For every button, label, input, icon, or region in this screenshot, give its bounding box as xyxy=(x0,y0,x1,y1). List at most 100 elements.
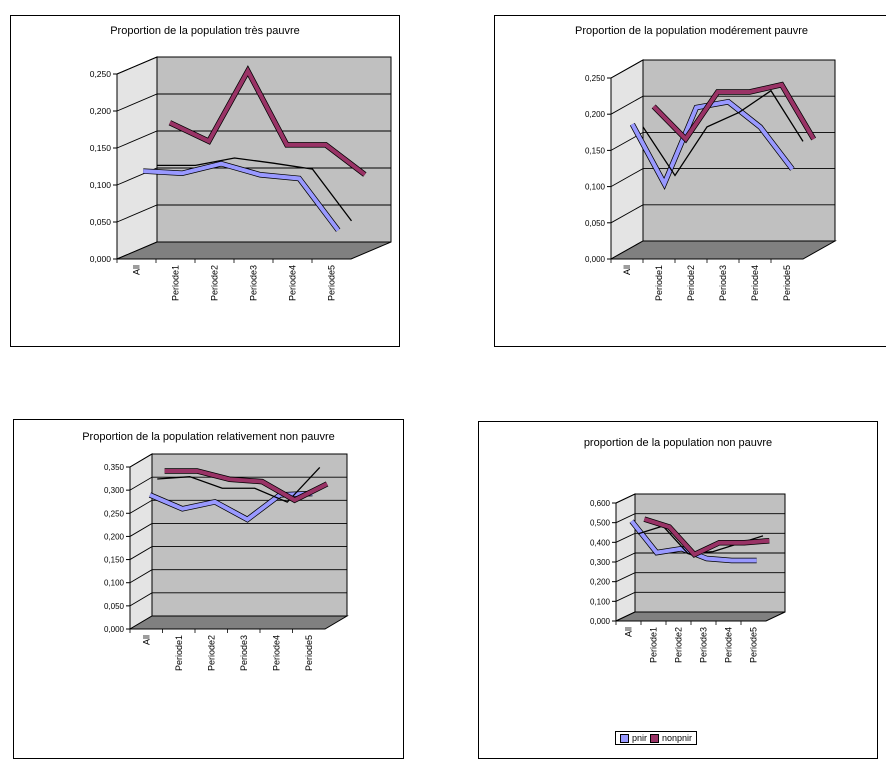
x-tick-label: Periode1 xyxy=(654,265,664,301)
legend-label-nonpnir: nonpnir xyxy=(662,733,693,743)
y-tick-label: 0,100 xyxy=(585,183,606,192)
x-tick-label: Periode3 xyxy=(249,265,259,301)
y-tick-label: 0,400 xyxy=(590,538,611,547)
gridline xyxy=(610,59,835,79)
chart-plot: 0,000 0,050 0,100 0,150 0,200 0,250 0,300 0,350… xyxy=(104,453,349,671)
back-wall xyxy=(642,59,836,242)
y-tick-label: 0,250 xyxy=(104,509,125,518)
x-tick-label: Periode2 xyxy=(686,265,696,301)
y-tick-label: 0,200 xyxy=(590,578,611,587)
side-wall xyxy=(116,56,158,260)
gridline xyxy=(129,569,347,584)
chart-moderement-pauvre: Proportion de la population modérement p… xyxy=(494,15,886,347)
y-tick-label: 0,050 xyxy=(585,219,606,228)
chart-non-pauvre: proportion de la population non pauvre 0… xyxy=(478,421,878,759)
gridline xyxy=(615,552,785,563)
y-tick-label: 0,050 xyxy=(104,602,125,611)
y-tick-label: 0,150 xyxy=(90,143,112,153)
series-line xyxy=(168,66,367,177)
series-line xyxy=(156,157,353,222)
chart-relativement-non-pauvre: Proportion de la population relativement… xyxy=(13,419,404,759)
y-tick-label: 0,150 xyxy=(104,556,125,565)
x-tick-label: Periode3 xyxy=(718,265,728,301)
chart-plot: 0,000 0,050 0,100 0,150 0,200 0,250 All Periode… xyxy=(585,59,837,301)
y-tick-label: 0,100 xyxy=(104,579,125,588)
x-tick-label: Periode5 xyxy=(327,265,337,301)
floor xyxy=(615,611,786,622)
y-tick-label: 0,200 xyxy=(585,110,606,119)
y-tick-label: 0,500 xyxy=(590,519,611,528)
gridline xyxy=(116,167,391,186)
y-tick-label: 0,100 xyxy=(90,180,112,190)
chart-title: proportion de la population non pauvre xyxy=(583,437,773,449)
x-tick-label: Periode1 xyxy=(174,635,184,671)
chart-tres-pauvre: Proportion de la population très pauvre … xyxy=(10,15,400,347)
x-tick-label: Periode3 xyxy=(699,627,709,663)
x-tick-label: Periode5 xyxy=(782,265,792,301)
x-tick-label: Periode5 xyxy=(749,627,759,663)
gridline xyxy=(610,204,835,224)
y-tick-label: 0,250 xyxy=(585,74,606,83)
side-wall xyxy=(610,59,644,260)
x-tick-label: Periode4 xyxy=(271,635,281,671)
y-tick-label: 0,000 xyxy=(590,617,611,626)
gridline xyxy=(615,572,785,583)
legend-swatch-nonpnir xyxy=(650,733,660,743)
x-tick-label: Periode5 xyxy=(304,635,314,671)
gridline xyxy=(615,493,785,504)
y-tick-label: 0,600 xyxy=(590,499,611,508)
series-line xyxy=(642,89,804,177)
chart-title: Proportion de la population modérement p… xyxy=(575,25,808,37)
gridline xyxy=(129,592,347,607)
chart-title: Proportion de la population relativement… xyxy=(82,431,335,443)
gridline xyxy=(116,93,391,112)
y-tick-label: 0,300 xyxy=(104,486,125,495)
y-tick-label: 0,000 xyxy=(585,255,606,264)
chart-title: Proportion de la population très pauvre xyxy=(110,25,300,37)
x-tick-label: Periode2 xyxy=(206,635,216,671)
gridline xyxy=(129,453,347,468)
x-tick-label: All xyxy=(624,627,634,637)
x-tick-label: All xyxy=(622,265,632,275)
gridline xyxy=(610,168,835,187)
series-line xyxy=(652,82,816,143)
y-tick-label: 0,350 xyxy=(104,463,125,472)
y-tick-label: 0,200 xyxy=(90,106,112,116)
floor xyxy=(116,241,392,260)
y-tick-label: 0,100 xyxy=(590,597,611,606)
back-wall xyxy=(156,56,392,243)
x-tick-label: Periode4 xyxy=(724,627,734,663)
floor xyxy=(128,615,349,630)
gridline xyxy=(116,204,391,223)
series-line xyxy=(143,161,340,232)
gridline xyxy=(610,95,835,115)
chart-plot: 0,000 0,100 0,200 0,300 0,400 0,500 0,600 All Pe… xyxy=(590,493,786,663)
gridline xyxy=(615,532,785,543)
y-tick-label: 0,300 xyxy=(590,558,611,567)
y-tick-label: 0,050 xyxy=(90,217,112,227)
gridline xyxy=(615,513,785,524)
chart-legend: pnir nonpnir xyxy=(615,731,698,745)
series-line xyxy=(164,468,328,503)
x-tick-label: Periode4 xyxy=(288,265,298,301)
gridline xyxy=(615,591,785,602)
gridline xyxy=(129,546,347,560)
gridline xyxy=(116,130,391,149)
x-tick-label: Periode2 xyxy=(210,265,220,301)
x-tick-label: Periode1 xyxy=(649,627,659,663)
y-tick-label: 0,000 xyxy=(90,254,112,264)
gridline xyxy=(129,476,347,491)
x-tick-label: Periode4 xyxy=(750,265,760,301)
y-tick-label: 0,200 xyxy=(104,532,125,541)
x-tick-label: Periode2 xyxy=(674,627,684,663)
side-wall xyxy=(129,453,153,630)
legend-label-pnir: pnir xyxy=(632,733,648,743)
y-tick-label: 0,000 xyxy=(104,625,125,634)
floor xyxy=(609,240,837,260)
chart-plot: 0,000 0,050 0,100 0,150 0,200 0,250 All Periode… xyxy=(90,56,392,301)
x-tick-label: Periode1 xyxy=(171,265,181,301)
gridline xyxy=(116,56,391,75)
gridline xyxy=(610,131,835,151)
x-tick-label: Periode3 xyxy=(239,635,249,671)
x-tick-label: All xyxy=(132,265,142,275)
